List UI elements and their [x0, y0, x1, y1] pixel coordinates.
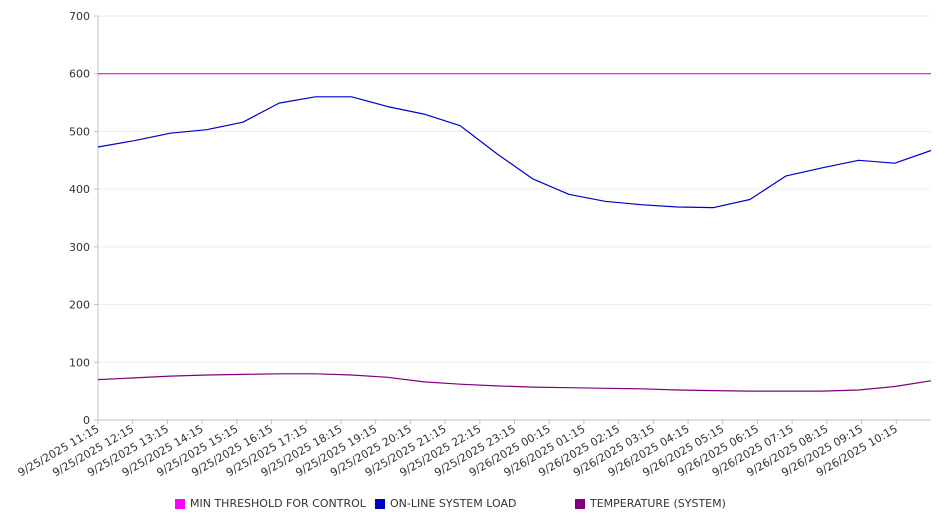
series-line-temperature [97, 373, 932, 392]
y-tick-label-500: 500 [69, 125, 90, 138]
y-tick-label-100: 100 [69, 356, 90, 369]
series-line-system-load [97, 96, 932, 209]
series-lines [97, 73, 932, 392]
legend: MIN THRESHOLD FOR CONTROL ON-LINE SYSTEM… [0, 497, 946, 515]
legend-item-min-threshold: MIN THRESHOLD FOR CONTROL [175, 497, 366, 510]
legend-label-system-load: ON-LINE SYSTEM LOAD [390, 497, 517, 510]
y-tick-label-700: 700 [69, 10, 90, 23]
y-tick-label-400: 400 [69, 183, 90, 196]
legend-swatch-system-load [375, 498, 385, 509]
axes [97, 16, 931, 421]
gridlines [98, 15, 931, 363]
legend-swatch-temperature [575, 498, 585, 509]
y-tick-label-600: 600 [69, 68, 90, 81]
y-tick-label-200: 200 [69, 299, 90, 312]
legend-swatch-min-threshold [175, 498, 185, 509]
x-axis-ticks: 9/25/2025 11:159/25/2025 12:159/25/2025 … [16, 420, 900, 479]
legend-label-min-threshold: MIN THRESHOLD FOR CONTROL [190, 497, 366, 510]
y-tick-label-0: 0 [83, 414, 90, 427]
y-axis-ticks: 0 100 200 300 400 500 600 700 [69, 10, 98, 427]
legend-item-system-load: ON-LINE SYSTEM LOAD [375, 497, 516, 510]
legend-label-temperature: TEMPERATURE (SYSTEM) [590, 497, 726, 510]
legend-item-temperature: TEMPERATURE (SYSTEM) [575, 497, 726, 510]
y-tick-label-300: 300 [69, 241, 90, 254]
